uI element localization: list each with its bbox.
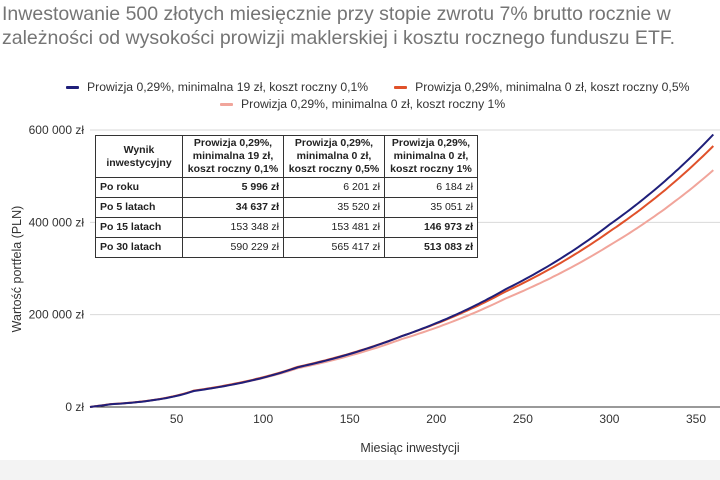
results-table-body: Po roku 5 996 zł 6 201 zł 6 184 zł Po 5 lata… xyxy=(95,177,478,258)
results-table-header-cell: Wynik inwestycyjny xyxy=(95,135,183,178)
y-axis-label: Wartość portfela (PLN) xyxy=(10,205,24,333)
legend-row-2: Prowizja 0,29%, minimalna 0 zł, koszt ro… xyxy=(220,97,531,111)
results-table-header-row: Wynik inwestycyjny Prowizja 0,29%, minim… xyxy=(95,135,478,178)
results-table-header-cell: Prowizja 0,29%, minimalna 0 zł, koszt ro… xyxy=(384,135,478,178)
results-table: Wynik inwestycyjny Prowizja 0,29%, minim… xyxy=(95,135,478,258)
results-table-cell: 35 051 zł xyxy=(384,197,478,218)
results-table-cell: 590 229 zł xyxy=(182,237,284,258)
x-tick-label: 250 xyxy=(513,412,533,426)
x-tick-label: 350 xyxy=(686,412,706,426)
legend-swatch-series-1 xyxy=(66,85,79,89)
legend-item-series-3: Prowizja 0,29%, minimalna 0 zł, koszt ro… xyxy=(220,97,505,111)
results-table-row: Po 15 latach 153 348 zł 153 481 zł 146 973 … xyxy=(95,217,478,238)
results-table-cell: 35 520 zł xyxy=(283,197,385,218)
chart-title: Inwestowanie 500 złotych miesięcznie prz… xyxy=(2,2,718,50)
y-tick-label: 200 000 zł xyxy=(29,308,85,322)
results-table-row-label: Po roku xyxy=(95,177,183,198)
y-tick-label: 600 000 zł xyxy=(29,123,85,137)
legend-label-series-3: Prowizja 0,29%, minimalna 0 zł, koszt ro… xyxy=(241,97,506,111)
legend-swatch-series-3 xyxy=(220,102,233,106)
results-table-row: Po 5 latach 34 637 zł 35 520 zł 35 051 zł xyxy=(95,197,478,218)
results-table-header-cell: Prowizja 0,29%, minimalna 0 zł, koszt ro… xyxy=(283,135,385,178)
results-table-row: Po roku 5 996 zł 6 201 zł 6 184 zł xyxy=(95,177,478,198)
chart-card: Inwestowanie 500 złotych miesięcznie prz… xyxy=(0,0,720,460)
results-table-cell: 565 417 zł xyxy=(283,237,385,258)
x-tick-label: 300 xyxy=(599,412,619,426)
legend-item-series-1: Prowizja 0,29%, minimalna 19 zł, koszt r… xyxy=(66,80,368,94)
results-table-cell: 34 637 zł xyxy=(182,197,284,218)
chart-title-line-1: Inwestowanie 500 złotych miesięcznie prz… xyxy=(2,3,671,25)
x-tick-label: 50 xyxy=(170,412,184,426)
x-axis-label: Miesiąc inwestycji xyxy=(360,441,460,455)
results-table-cell: 153 481 zł xyxy=(283,217,385,238)
legend-label-series-2: Prowizja 0,29%, minimalna 0 zł, koszt ro… xyxy=(415,80,690,94)
results-table-row-label: Po 15 latach xyxy=(95,217,183,238)
results-table-row-label: Po 5 latach xyxy=(95,197,183,218)
results-table-cell: 513 083 zł xyxy=(384,237,478,258)
x-tick-label: 100 xyxy=(253,412,273,426)
results-table-cell: 6 201 zł xyxy=(283,177,385,198)
results-table-cell: 6 184 zł xyxy=(384,177,478,198)
legend-row-1: Prowizja 0,29%, minimalna 19 zł, koszt r… xyxy=(66,80,715,94)
results-table-header-cell: Prowizja 0,29%, minimalna 19 zł, koszt r… xyxy=(182,135,284,178)
x-tick-label: 200 xyxy=(426,412,446,426)
results-table-row-label: Po 30 latach xyxy=(95,237,183,258)
x-tick-label: 150 xyxy=(340,412,360,426)
y-tick-label: 400 000 zł xyxy=(29,215,85,229)
results-table-cell: 146 973 zł xyxy=(384,217,478,238)
results-table-cell: 153 348 zł xyxy=(182,217,284,238)
y-tick-label: 0 zł xyxy=(65,400,84,414)
results-table-cell: 5 996 zł xyxy=(182,177,284,198)
results-table-row: Po 30 latach 590 229 zł 565 417 zł 513 083 … xyxy=(95,237,478,258)
legend-swatch-series-2 xyxy=(394,85,408,89)
chart-title-line-2: zależności od wysokości prowizji maklers… xyxy=(2,27,676,49)
series-line-1 xyxy=(89,133,715,408)
legend-item-series-2: Prowizja 0,29%, minimalna 0 zł, koszt ro… xyxy=(394,80,689,94)
legend-label-series-1: Prowizja 0,29%, minimalna 19 zł, koszt r… xyxy=(87,80,369,94)
